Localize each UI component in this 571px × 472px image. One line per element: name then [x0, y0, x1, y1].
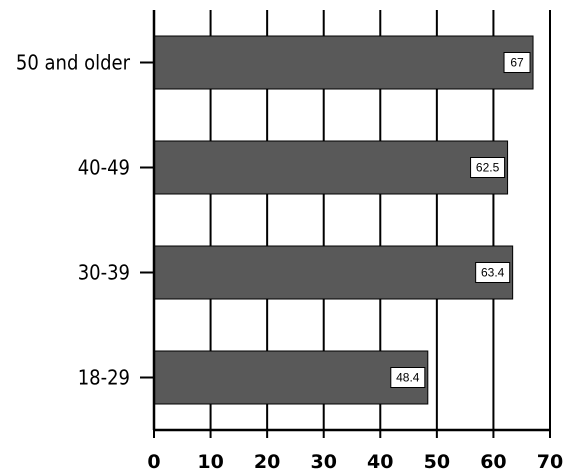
- data-label: 67: [510, 56, 524, 70]
- bar-0: [153, 35, 534, 90]
- data-label-box: [390, 367, 426, 388]
- category-label: 30-39: [78, 261, 130, 285]
- x-tick-label: 50: [424, 451, 450, 472]
- bar-1: [153, 140, 509, 195]
- category-label: 40-49: [78, 156, 130, 180]
- data-label: 63.4: [481, 266, 505, 280]
- category-label: 50 and older: [16, 51, 131, 75]
- data-label-box: [475, 262, 511, 283]
- data-label-box: [503, 52, 531, 73]
- x-tick-label: 10: [197, 451, 223, 472]
- data-label-box: [470, 157, 506, 178]
- x-tick-label: 30: [310, 451, 336, 472]
- x-tick-label: 0: [147, 451, 160, 472]
- x-tick-label: 70: [537, 451, 563, 472]
- bars: [153, 35, 534, 405]
- bar-3: [153, 350, 429, 405]
- x-tick-label: 20: [254, 451, 280, 472]
- category-label: 18-29: [78, 366, 130, 390]
- data-label: 48.4: [396, 371, 420, 385]
- labels: 0 10 20 30 40 50 60 70 50 and older 67 40-49 62.5 30…: [16, 51, 563, 472]
- x-tick-label: 40: [367, 451, 393, 472]
- axes: [140, 10, 551, 438]
- bar-2: [153, 245, 514, 300]
- data-label: 62.5: [476, 161, 500, 175]
- x-tick-label: 60: [480, 451, 506, 472]
